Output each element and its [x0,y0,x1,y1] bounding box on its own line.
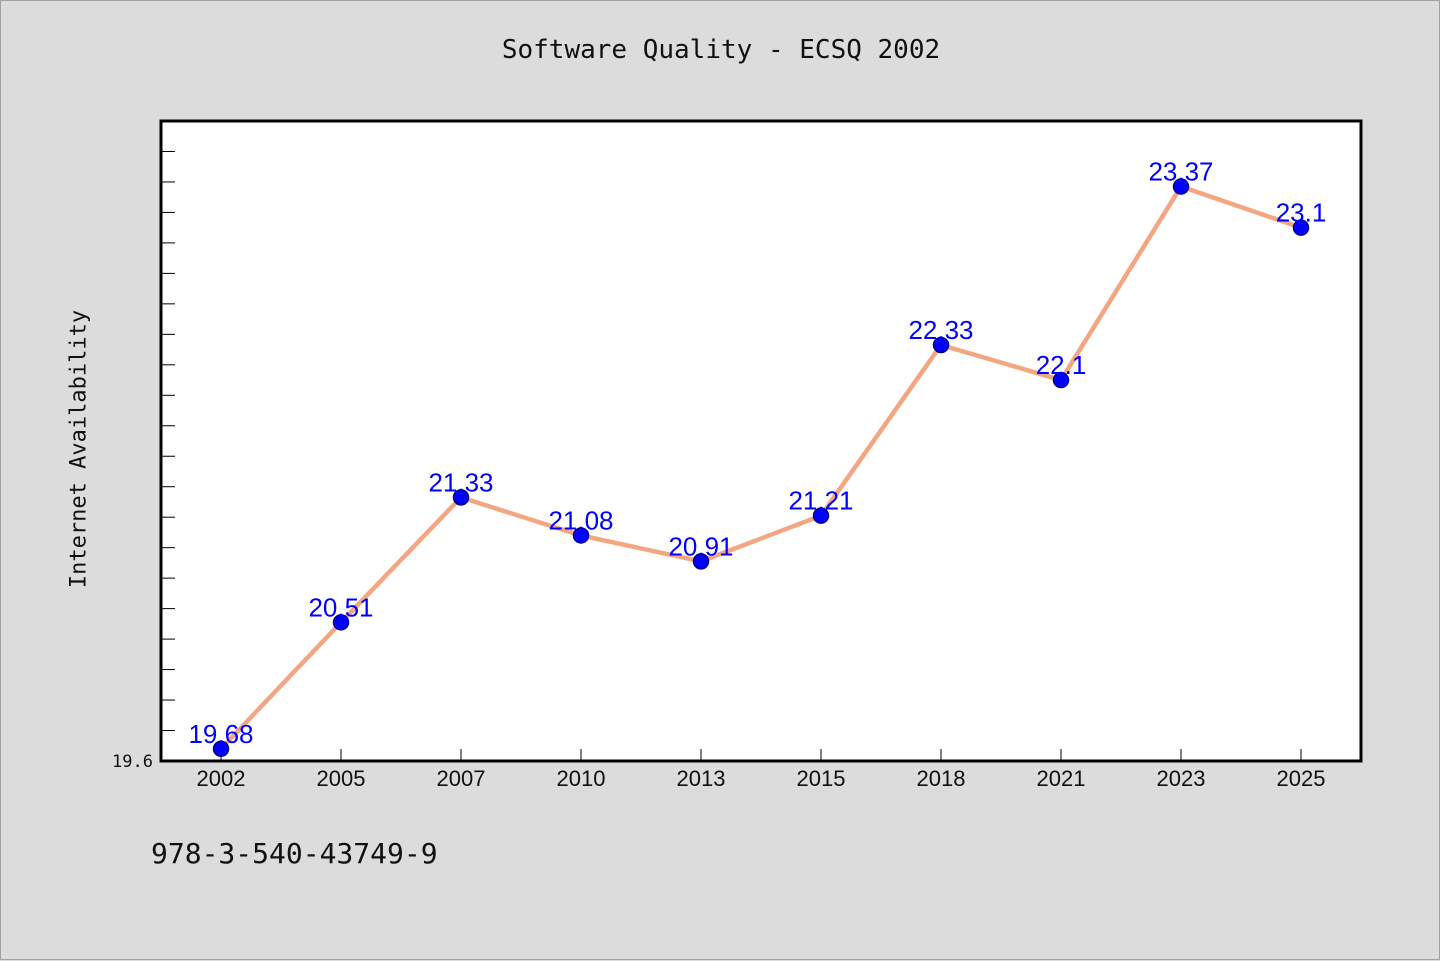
data-point [812,507,830,524]
x-tick-label: 2005 [317,766,366,791]
isbn-code: 978-3-540-43749-9 [151,837,438,870]
data-label: 22.1 [1036,350,1087,380]
data-point [1292,219,1310,236]
x-tick-label: 2021 [1037,766,1086,791]
data-point [332,614,350,631]
data-point [932,336,950,354]
x-tick-label: 2025 [1277,766,1326,791]
data-point [452,489,470,506]
data-label: 21.21 [788,486,853,516]
data-label: 21.08 [548,505,613,535]
x-tick-label: 2018 [917,766,966,791]
data-label: 20.91 [668,531,733,561]
x-tick-label: 2010 [557,766,606,791]
plot-area [159,119,1363,763]
data-point [692,553,710,570]
x-tick-label: 2023 [1157,766,1206,791]
y-tick-label: 19.6 [112,752,153,772]
x-tick-label: 2015 [797,766,846,791]
series-line [218,184,1304,752]
data-label: 20.51 [308,592,373,622]
data-point [572,527,590,544]
data-label: 23.37 [1148,157,1213,187]
data-label: 19.68 [188,719,253,749]
data-label: 21.33 [428,467,493,497]
x-tick-label: 2013 [677,766,726,791]
x-tick-label: 2007 [437,766,486,791]
data-label: 22.33 [908,315,973,345]
data-point [1172,178,1190,195]
data-point [1052,371,1070,389]
chart-title: Software Quality - ECSQ 2002 [501,35,941,65]
data-point [212,740,230,758]
x-tick-label: 2002 [197,766,246,791]
data-label: 23.1 [1276,198,1327,228]
